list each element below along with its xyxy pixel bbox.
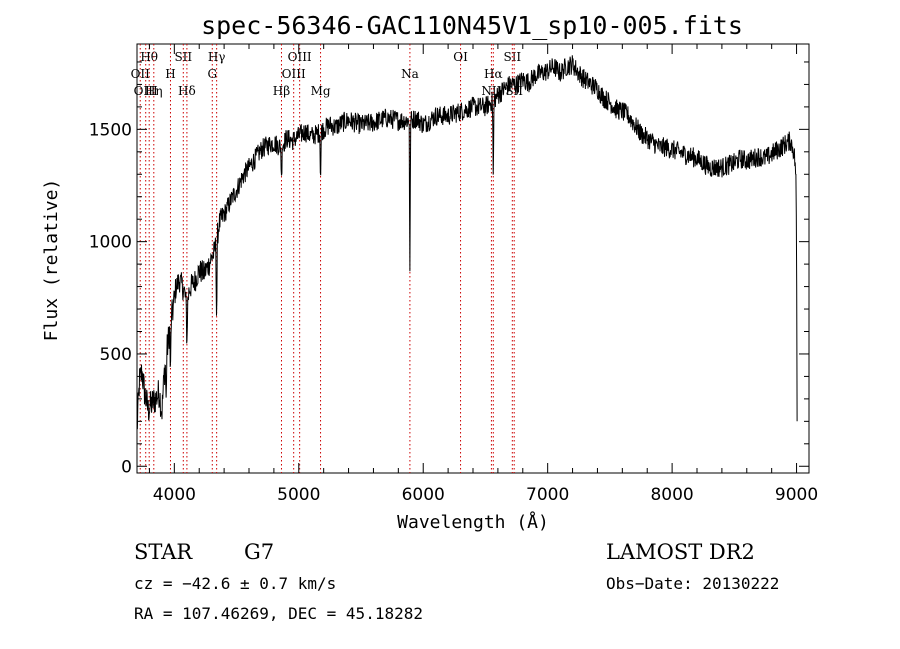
y-tick-label: 500	[100, 345, 132, 365]
x-tick-label: 8000	[650, 485, 693, 505]
line-marker-label: OIII	[134, 84, 158, 98]
radec-text: RA = 107.46269, DEC = 45.18282	[134, 604, 423, 623]
spectrum-line	[136, 55, 798, 430]
y-tick-label: 0	[121, 457, 132, 477]
x-axis-label: Wavelength (Å)	[397, 511, 549, 533]
line-marker-label: SII	[503, 50, 521, 64]
line-marker-label: H	[165, 67, 175, 81]
obs-date-text: Obs−Date: 20130222	[606, 574, 779, 593]
y-tick-label: 1000	[89, 233, 132, 253]
chart-title: spec-56346-GAC110N45V1_sp10-005.fits	[201, 11, 743, 40]
line-marker-label: Hα	[484, 67, 503, 81]
x-tick-label: 6000	[402, 485, 445, 505]
object-class: STAR	[134, 540, 193, 564]
survey-label: LAMOST DR2	[606, 540, 755, 564]
line-marker-label: OII	[131, 67, 151, 81]
line-marker-label: Hδ	[178, 84, 196, 98]
line-marker-label: Mg	[311, 84, 331, 98]
y-tick-labels: 0 500 1000 1500	[89, 120, 132, 477]
line-marker-label: OI	[453, 50, 468, 64]
line-marker-group: OIIOIIIHθHηHSIIHδGHγHβOIIIOIIIMgNaOINIIH…	[131, 44, 523, 473]
line-marker-label: Na	[401, 67, 419, 81]
line-marker-label: Hθ	[140, 50, 158, 64]
line-marker-label: G	[207, 67, 217, 81]
x-tick-label: 5000	[277, 485, 320, 505]
line-marker-label: Hγ	[208, 50, 226, 64]
x-tick-label: 7000	[526, 485, 569, 505]
y-axis-label: Flux (relative)	[41, 179, 62, 342]
axis-ticks	[137, 44, 809, 473]
redshift-text: cz = −42.6 ± 0.7 km/s	[134, 574, 336, 593]
line-marker-label: OIII	[288, 50, 312, 64]
line-marker-label: Hβ	[273, 84, 290, 98]
x-tick-labels: 4000 5000 6000 7000 8000 9000	[153, 485, 818, 505]
line-marker-label: SII	[174, 50, 192, 64]
plot-frame	[136, 43, 810, 474]
x-tick-label: 9000	[775, 485, 818, 505]
x-tick-label: 4000	[153, 485, 196, 505]
object-subclass: G7	[244, 540, 274, 564]
line-marker-label: Hη	[145, 84, 163, 98]
y-tick-label: 1500	[89, 120, 132, 140]
line-marker-label: OIII	[282, 67, 306, 81]
